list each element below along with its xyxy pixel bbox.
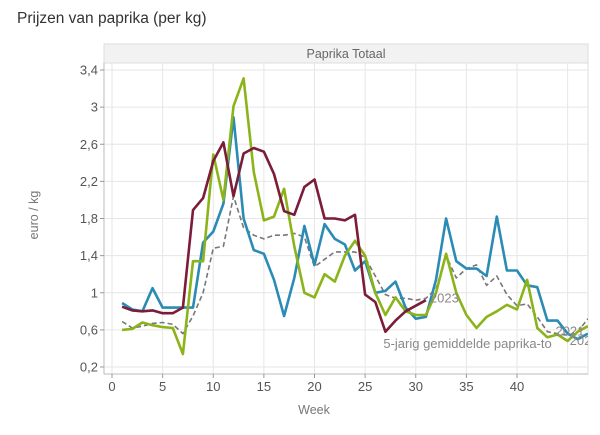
end-label-2021: 2021 [555,324,584,339]
axes: 0,2 0,6 1 1,4 1,8 2,2 2,6 3 3,4 0 5 10 15 20 25 30 35 40 [80,63,588,394]
series-line-2023 [121,141,427,334]
end-label-2023: 2023 [430,290,459,305]
end-label-2022: 2022 [570,333,599,348]
x-tick-label: 0 [108,379,115,394]
x-axis-label: Week [298,403,330,417]
y-tick-label: 3,4 [80,63,98,78]
chart-title: Prijzen van paprika (per kg) [17,10,207,27]
y-tick-label: 0,2 [80,360,98,375]
y-tick-label: 1,8 [80,211,98,226]
y-tick-label: 2,2 [80,174,98,189]
x-tick-label: 35 [459,379,473,394]
y-tick-label: 1 [91,285,98,300]
x-tick-label: 5 [159,379,166,394]
series-line-2022 [121,77,588,356]
y-tick-label: 1,4 [80,248,98,263]
x-tick-label: 30 [409,379,423,394]
y-axis-label: euro / kg [27,191,41,240]
series-lines [121,77,588,356]
y-tick-label: 2,6 [80,137,98,152]
x-tick-label: 10 [206,379,220,394]
series-line-5-jarig-gemiddelde-paprika-to [121,195,588,337]
x-tick-label: 20 [307,379,321,394]
facet-title: Paprika Totaal [307,47,386,61]
y-tick-label: 0,6 [80,322,98,337]
x-tick-label: 15 [257,379,271,394]
series-line-2021 [121,116,588,341]
y-tick-label: 3 [91,100,98,115]
end-label-5-jarig-gemiddelde-paprika-to: 5-jarig gemiddelde paprika-to [383,336,551,351]
x-tick-label: 40 [510,379,524,394]
x-tick-label: 25 [358,379,372,394]
